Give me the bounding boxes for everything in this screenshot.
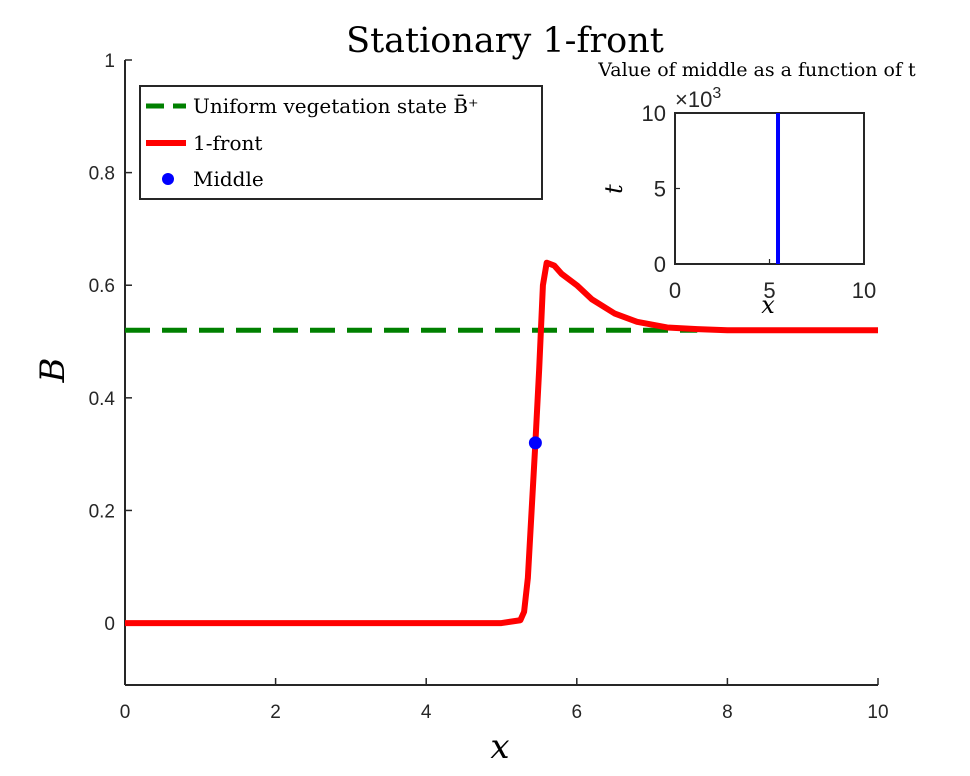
x-tick-label: 0 [120, 702, 131, 723]
x-tick-label: 8 [722, 702, 733, 723]
chart-title: Stationary 1-front [346, 21, 664, 61]
inset-y-label: t [600, 184, 628, 194]
front-line [125, 259, 878, 627]
y-tick-label: 0 [104, 614, 115, 635]
legend-label-uniform: Uniform vegetation state B̄⁺ [193, 93, 479, 118]
inset-y-ticks: 0 5 10 [642, 101, 680, 277]
main-x-ticks: 0 2 4 6 8 10 [120, 678, 889, 723]
legend-label-middle: Middle [193, 167, 264, 191]
inset-plot: Value of middle as a function of t 0 5 10 … [597, 59, 916, 319]
inset-y-tick-label: 10 [642, 101, 666, 126]
x-axis-label: x [490, 727, 509, 767]
inset-x-ticks: 0 5 10 [669, 259, 876, 303]
y-tick-label: 0.2 [89, 501, 115, 522]
y-axis-label: B [33, 358, 73, 384]
inset-x-tick-label: 5 [763, 278, 775, 303]
inset-frame [674, 112, 865, 265]
inset-y-multiplier-base: ×10 [675, 87, 712, 112]
y-tick-label: 0.8 [89, 164, 115, 185]
x-tick-label: 4 [421, 702, 432, 723]
main-axes [124, 60, 878, 686]
x-tick-label: 10 [867, 702, 888, 723]
inset-y-multiplier-exp: 3 [712, 85, 721, 102]
inset-title: Value of middle as a function of t [597, 59, 916, 81]
inset-y-tick-label: 5 [654, 177, 666, 202]
y-tick-label: 1 [104, 51, 115, 72]
legend-label-front: 1-front [193, 131, 262, 155]
x-tick-label: 2 [270, 702, 281, 723]
legend-swatch-middle [162, 173, 174, 185]
inset-x-tick-label: 0 [669, 278, 681, 303]
main-series [125, 259, 878, 627]
y-tick-label: 0.6 [89, 276, 115, 297]
inset-x-label: x [761, 291, 775, 319]
main-y-ticks: 0 0.2 0.4 0.6 0.8 1 [89, 51, 132, 635]
inset-y-multiplier: ×103 [675, 85, 721, 112]
y-tick-label: 0.4 [89, 389, 116, 410]
x-tick-label: 6 [572, 702, 583, 723]
legend: Uniform vegetation state B̄⁺ 1-front Mid… [139, 85, 543, 200]
legend-box [139, 85, 543, 200]
middle-marker [528, 436, 542, 450]
inset-x-tick-label: 10 [852, 278, 876, 303]
inset-y-tick-label: 0 [654, 252, 666, 277]
